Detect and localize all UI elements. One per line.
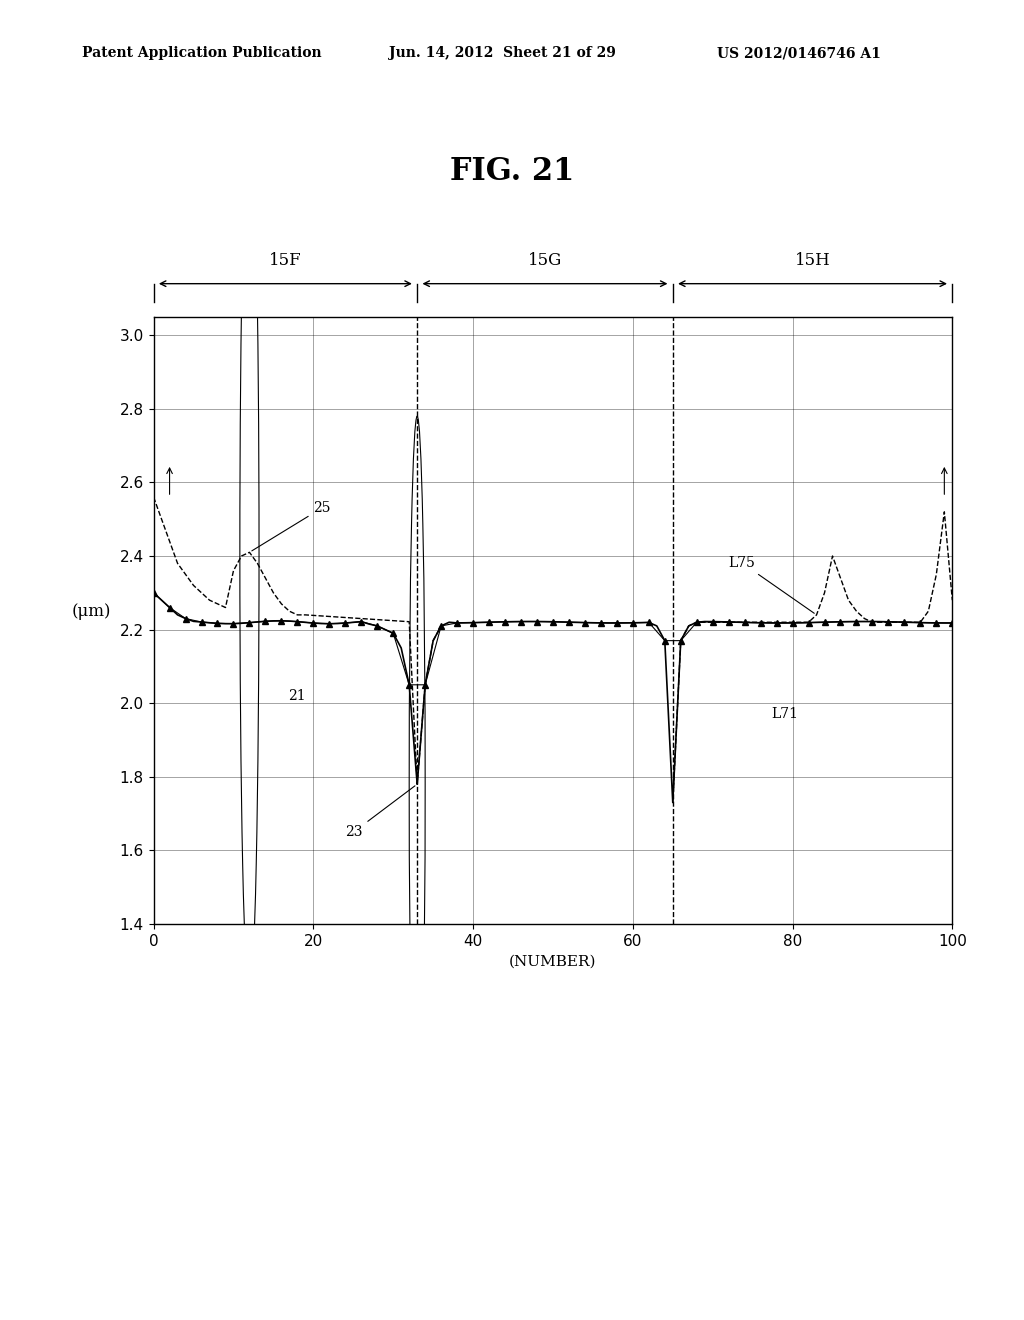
- X-axis label: (NUMBER): (NUMBER): [509, 954, 597, 969]
- Text: FIG. 21: FIG. 21: [450, 156, 574, 187]
- Text: L71: L71: [771, 708, 798, 721]
- Text: 15H: 15H: [795, 252, 830, 269]
- Y-axis label: (μm): (μm): [72, 603, 112, 620]
- Text: US 2012/0146746 A1: US 2012/0146746 A1: [717, 46, 881, 61]
- Text: 25: 25: [252, 500, 331, 550]
- Text: 23: 23: [345, 785, 415, 838]
- Text: 21: 21: [289, 689, 306, 702]
- Text: L75: L75: [729, 556, 814, 614]
- Text: 15F: 15F: [269, 252, 302, 269]
- Text: Patent Application Publication: Patent Application Publication: [82, 46, 322, 61]
- Text: 15G: 15G: [527, 252, 562, 269]
- Text: Jun. 14, 2012  Sheet 21 of 29: Jun. 14, 2012 Sheet 21 of 29: [389, 46, 616, 61]
